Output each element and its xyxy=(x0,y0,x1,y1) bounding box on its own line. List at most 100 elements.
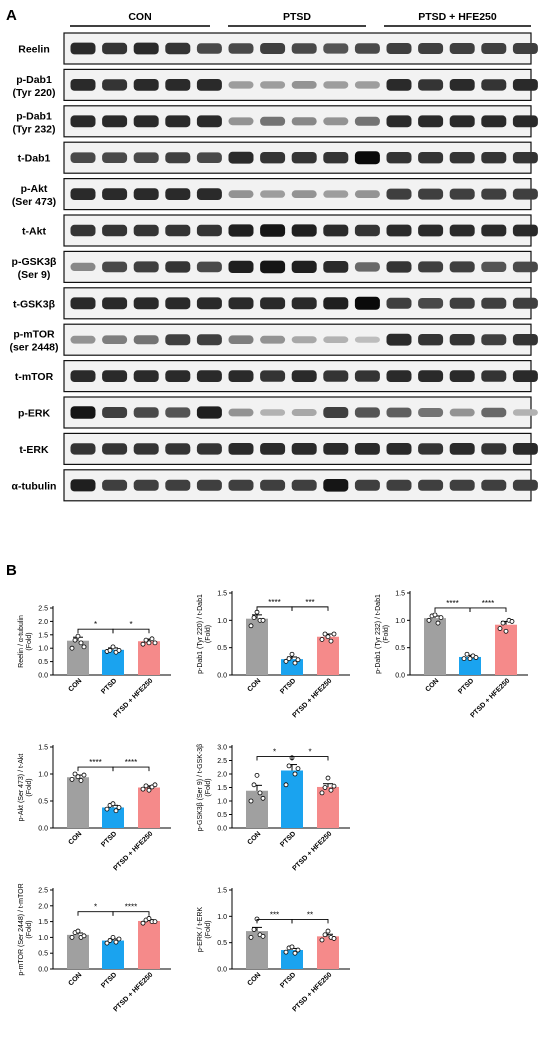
blot-band xyxy=(70,297,96,310)
y-tick-label: 1.0 xyxy=(217,618,227,625)
blot-band xyxy=(386,479,412,491)
data-point xyxy=(322,785,328,790)
blot-band xyxy=(512,334,538,346)
data-point xyxy=(149,636,155,642)
blot-band xyxy=(481,79,507,91)
blot-band xyxy=(386,152,412,164)
data-point xyxy=(464,651,470,657)
x-tick-label: PTSD xyxy=(100,677,118,695)
data-point xyxy=(328,787,334,793)
blot-band xyxy=(133,335,159,345)
data-point xyxy=(322,631,328,637)
blot-band xyxy=(196,370,222,382)
data-point xyxy=(260,795,266,801)
y-tick-label: 0.0 xyxy=(38,673,48,680)
blot-band xyxy=(354,43,380,54)
blot-band xyxy=(354,262,380,272)
blot-band xyxy=(228,43,254,54)
data-point xyxy=(289,651,295,657)
y-axis-label: p-Akt (Ser 473) / t-Akt xyxy=(18,754,25,822)
bar xyxy=(102,807,124,828)
blot-band xyxy=(102,443,128,455)
blot-band xyxy=(354,479,380,491)
y-tick-label: 1.0 xyxy=(38,646,48,653)
blot-band xyxy=(196,297,222,310)
x-tick-label: CON xyxy=(246,971,262,987)
data-point xyxy=(331,631,337,637)
blot-band xyxy=(70,335,96,344)
y-axis-label: (Fold) xyxy=(205,778,212,796)
data-point xyxy=(248,798,254,804)
y-axis-label: p-GSK3β (Ser 9) / t-GSK-3β xyxy=(197,744,204,831)
blot-band xyxy=(196,406,222,419)
blot-band xyxy=(354,190,380,198)
blot-band xyxy=(102,188,128,200)
blot-band xyxy=(165,115,191,128)
blot-band xyxy=(196,261,222,273)
blot-band xyxy=(102,152,128,163)
blot-band xyxy=(70,115,96,128)
blot-band xyxy=(323,407,349,418)
data-point xyxy=(254,772,260,778)
blot-band xyxy=(165,188,191,200)
blot-band xyxy=(165,479,191,491)
blot-band xyxy=(512,152,538,164)
blot-band xyxy=(70,370,96,382)
data-point xyxy=(113,939,119,945)
blot-band xyxy=(386,115,412,128)
blot-band xyxy=(323,479,349,492)
data-point xyxy=(110,935,116,940)
bar-chart: 0.0 0.5 1.0 1.5 p-Akt (Ser 473) / t-Akt (Fold… xyxy=(18,745,171,872)
blot-band xyxy=(449,408,475,417)
y-tick-label: 0.0 xyxy=(217,673,227,680)
data-point xyxy=(331,783,337,789)
y-axis-label: (Fold) xyxy=(26,632,33,650)
y-tick-label: 1.5 xyxy=(38,919,48,926)
blot-band xyxy=(102,261,128,273)
significance-bracket xyxy=(291,756,329,761)
blot-band xyxy=(260,43,286,54)
bar xyxy=(317,936,339,969)
data-point xyxy=(289,944,295,950)
x-tick-label: PTSD + HFE250 xyxy=(469,677,511,719)
blot-band xyxy=(228,335,254,344)
blot-band xyxy=(196,43,222,54)
y-tick-label: 2.0 xyxy=(38,619,48,626)
blot-band xyxy=(260,479,286,491)
significance-bracket xyxy=(112,766,150,772)
group-label: PTSD xyxy=(283,11,311,23)
blot-band xyxy=(102,224,128,237)
significance-label: * xyxy=(273,748,276,757)
blot-band xyxy=(133,261,159,273)
blot-band xyxy=(228,297,254,310)
data-point xyxy=(69,935,75,940)
y-tick-label: 1.0 xyxy=(395,618,405,625)
group-label: PTSD + HFE250 xyxy=(418,11,497,23)
blot-row-label: (Ser 9) xyxy=(18,269,51,281)
data-point xyxy=(461,656,467,661)
blot-band xyxy=(291,260,317,273)
y-axis-label: p-ERK / t-ERK xyxy=(197,907,204,952)
y-tick-label: 1.5 xyxy=(38,632,48,639)
y-tick-label: 1.0 xyxy=(217,799,227,806)
bar xyxy=(317,636,339,675)
blot-band xyxy=(481,297,507,309)
blot-row-label: α-tubulin xyxy=(12,480,57,492)
blot-band xyxy=(196,334,222,346)
x-tick-label: PTSD + HFE250 xyxy=(291,830,333,872)
blot-band xyxy=(354,81,380,89)
significance-bracket xyxy=(256,606,293,611)
bar xyxy=(138,920,160,969)
blot-band xyxy=(323,152,349,164)
blot-band xyxy=(196,115,222,128)
blot-band xyxy=(70,188,96,200)
y-tick-label: 0.5 xyxy=(217,645,227,652)
y-tick-label: 1.0 xyxy=(217,914,227,921)
blot-band xyxy=(291,336,317,344)
blot-row-label: t-GSK3β xyxy=(13,298,56,310)
y-tick-label: 0.5 xyxy=(217,812,227,819)
blot-band xyxy=(228,81,254,89)
data-point xyxy=(319,637,325,642)
blot-band xyxy=(228,117,254,126)
